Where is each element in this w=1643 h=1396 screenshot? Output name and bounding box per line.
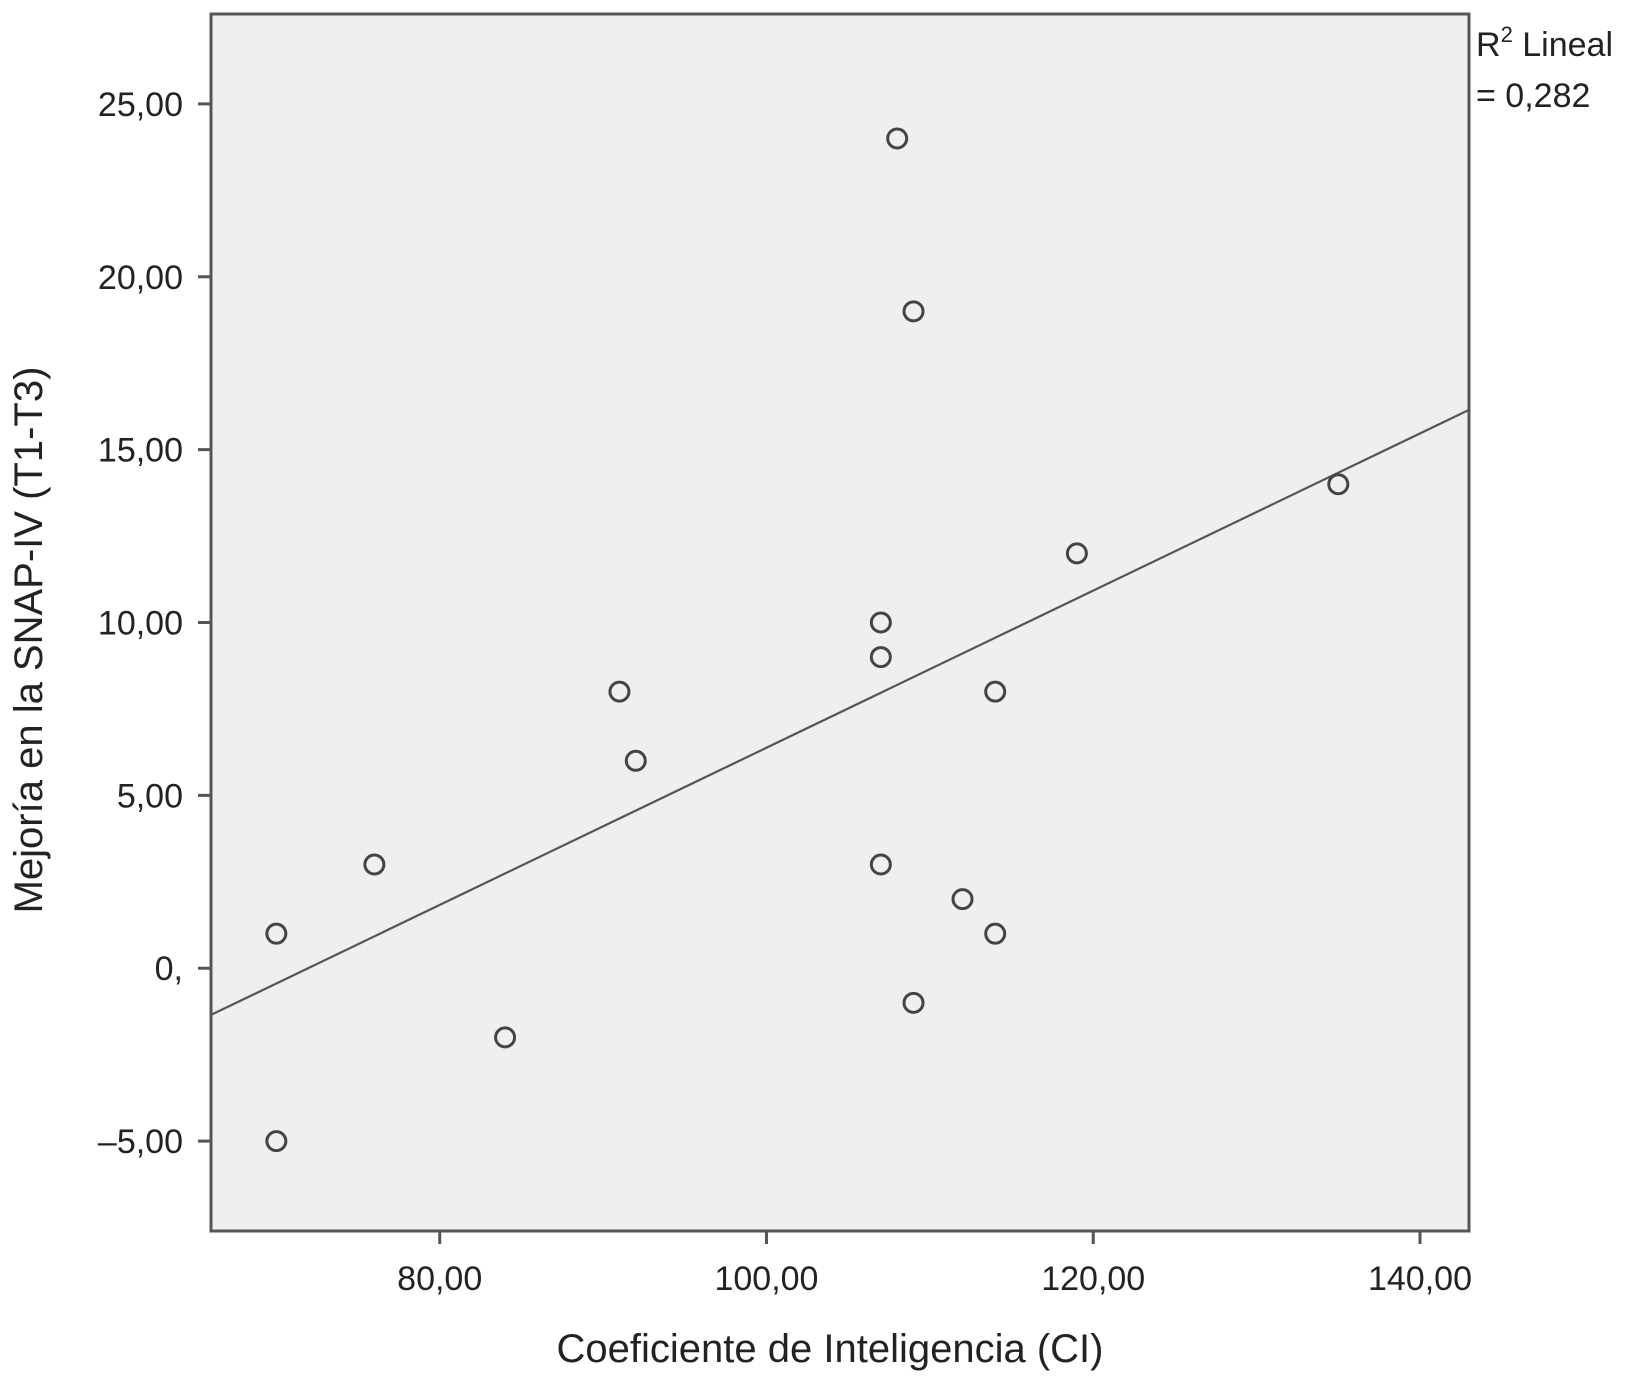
x-axis: 80,00 100,00 120,00 140,00 bbox=[397, 1231, 1472, 1298]
scatter-point bbox=[902, 300, 925, 323]
scatter-point bbox=[1065, 542, 1088, 565]
scatter-point bbox=[608, 680, 631, 703]
scatter-point bbox=[984, 680, 1007, 703]
scatter-point bbox=[265, 1130, 288, 1153]
scatter-point bbox=[494, 1026, 517, 1049]
x-tick-label: 80,00 bbox=[397, 1260, 482, 1298]
scatter-point bbox=[265, 922, 288, 945]
r2-value: = 0,282 bbox=[1476, 77, 1590, 115]
y-tick-label: 10,00 bbox=[98, 605, 183, 643]
scatter-point bbox=[902, 991, 925, 1014]
x-tick-label: 140,00 bbox=[1368, 1260, 1472, 1298]
scatter-point bbox=[869, 853, 892, 876]
y-tick-label: 0, bbox=[155, 950, 183, 988]
scatter-point bbox=[951, 888, 974, 911]
y-axis: –5,00 0, 5,00 10,00 15,00 20,00 25,00 bbox=[98, 86, 211, 1161]
scatter-point bbox=[624, 749, 647, 772]
y-tick-label: 15,00 bbox=[98, 432, 183, 470]
scatter-point bbox=[984, 922, 1007, 945]
regression-line bbox=[210, 408, 1470, 1016]
x-axis-title: Coeficiente de Inteligencia (CI) bbox=[557, 1327, 1104, 1371]
y-axis-title: Mejoría en la SNAP-IV (T1-T3) bbox=[7, 367, 51, 914]
scatter-point bbox=[886, 127, 909, 150]
scatter-point bbox=[1327, 473, 1350, 496]
y-tick-label: 20,00 bbox=[98, 259, 183, 297]
r2-label: R2 Lineal bbox=[1476, 22, 1613, 64]
y-tick-label: –5,00 bbox=[98, 1123, 183, 1161]
scatter-point bbox=[869, 646, 892, 669]
plot-area bbox=[209, 12, 1471, 1233]
x-tick-label: 100,00 bbox=[714, 1260, 818, 1298]
x-tick-label: 120,00 bbox=[1041, 1260, 1145, 1298]
data-points bbox=[265, 127, 1350, 1153]
y-tick-label: 5,00 bbox=[117, 777, 183, 815]
scatter-point bbox=[363, 853, 386, 876]
scatter-point bbox=[869, 611, 892, 634]
y-tick-label: 25,00 bbox=[98, 86, 183, 124]
